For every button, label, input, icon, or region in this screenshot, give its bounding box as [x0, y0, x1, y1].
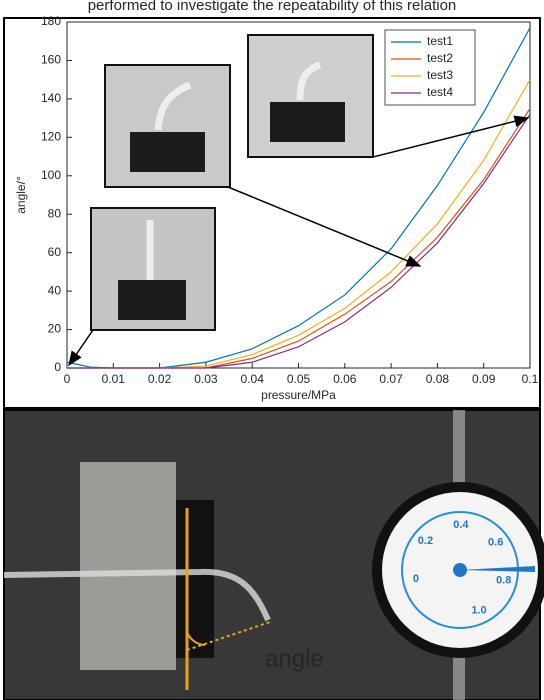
inset-photo	[247, 34, 374, 158]
x-tick-label: 0.04	[241, 372, 265, 386]
gauge-label: 0.8	[496, 575, 511, 587]
y-tick-label: 100	[41, 168, 61, 182]
y-tick-label: 140	[41, 91, 61, 105]
y-tick-label: 180	[41, 14, 61, 28]
gauge-label: 0	[413, 573, 419, 585]
x-axis-label: pressure/MPa	[261, 388, 336, 402]
gauge-label: 1.0	[471, 605, 486, 617]
x-tick-label: 0.09	[472, 372, 496, 386]
x-tick-label: 0.07	[379, 372, 403, 386]
x-tick-label: 0.03	[194, 372, 218, 386]
photo-label: angle	[265, 645, 324, 672]
x-tick-label: 0.08	[426, 372, 450, 386]
x-tick-label: 0.01	[102, 372, 126, 386]
legend-label: test4	[427, 85, 453, 99]
x-tick-label: 0.06	[333, 372, 357, 386]
gauge-label: 0.6	[488, 536, 503, 548]
header-text: performed to investigate the repeatabili…	[88, 0, 457, 14]
y-tick-label: 60	[48, 245, 62, 259]
x-tick-label: 0	[64, 372, 71, 386]
arrow	[68, 329, 94, 367]
y-tick-label: 80	[48, 206, 62, 220]
legend-label: test3	[427, 68, 453, 82]
x-tick-label: 0.1	[522, 372, 539, 386]
y-tick-label: 40	[48, 283, 62, 297]
legend-label: test1	[427, 34, 453, 48]
y-tick-label: 120	[41, 130, 61, 144]
y-tick-label: 160	[41, 53, 61, 67]
insets	[68, 34, 530, 367]
inset-photo	[90, 207, 216, 331]
gauge-label: 0.4	[453, 519, 469, 531]
photo: angle 0 0.2 0.4 0.6 0.8 1.0	[3, 409, 544, 700]
legend-label: test2	[427, 51, 453, 65]
inset-photo	[104, 64, 231, 188]
arrow	[372, 115, 530, 158]
series-line	[67, 113, 531, 369]
y-tick-label: 0	[54, 360, 61, 374]
x-tick-label: 0.02	[148, 372, 172, 386]
arrow	[227, 186, 422, 267]
y-axis-label: angle/°	[14, 176, 28, 214]
y-tick-label: 20	[48, 322, 62, 336]
gauge-label: 0.2	[418, 535, 433, 547]
x-tick-label: 0.05	[287, 372, 311, 386]
